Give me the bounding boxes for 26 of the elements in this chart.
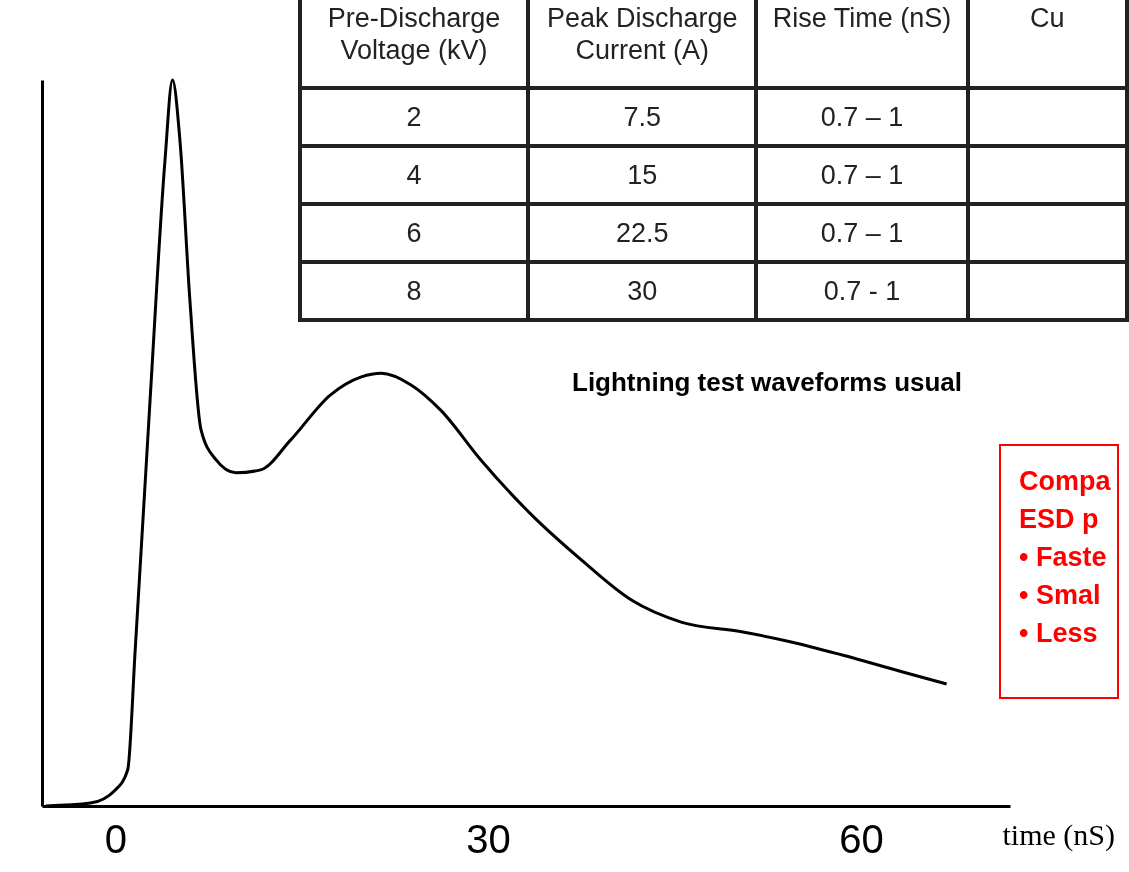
annotation: 2	[300, 88, 529, 146]
x-tick-label: 60	[839, 816, 884, 861]
annotation: Lightning test waveforms usual	[572, 367, 963, 398]
annotation: 0.7 - 1	[756, 262, 968, 320]
text: ESD p	[1019, 503, 1100, 536]
annotation: 7.5	[528, 88, 757, 146]
annotation: 4	[300, 146, 529, 204]
annotation: 0.7 – 1	[756, 204, 968, 262]
text: Peak Discharge Current (A)	[528, 0, 757, 88]
x-axis-title: time (nS)	[1002, 817, 1115, 852]
annotation: 0.7 – 1	[756, 146, 968, 204]
annotation: 0.7 – 1	[756, 88, 968, 146]
annotation: 15	[528, 146, 757, 204]
annotation: 22.5	[528, 204, 757, 262]
text: Pre-Discharge Voltage (kV)	[300, 0, 529, 88]
annotation: 8	[300, 262, 529, 320]
text: • Smal	[1019, 579, 1102, 612]
x-tick-label: 0	[104, 816, 127, 861]
text: • Faste	[1019, 541, 1108, 574]
annotation: 30	[528, 262, 757, 320]
annotation: 6	[300, 204, 529, 262]
text: Rise Time (nS)	[756, 0, 968, 88]
text: Cu	[967, 0, 1127, 88]
x-tick-label: 30	[466, 816, 511, 861]
text: • Less	[1019, 617, 1099, 650]
text: Compa	[1019, 465, 1112, 498]
